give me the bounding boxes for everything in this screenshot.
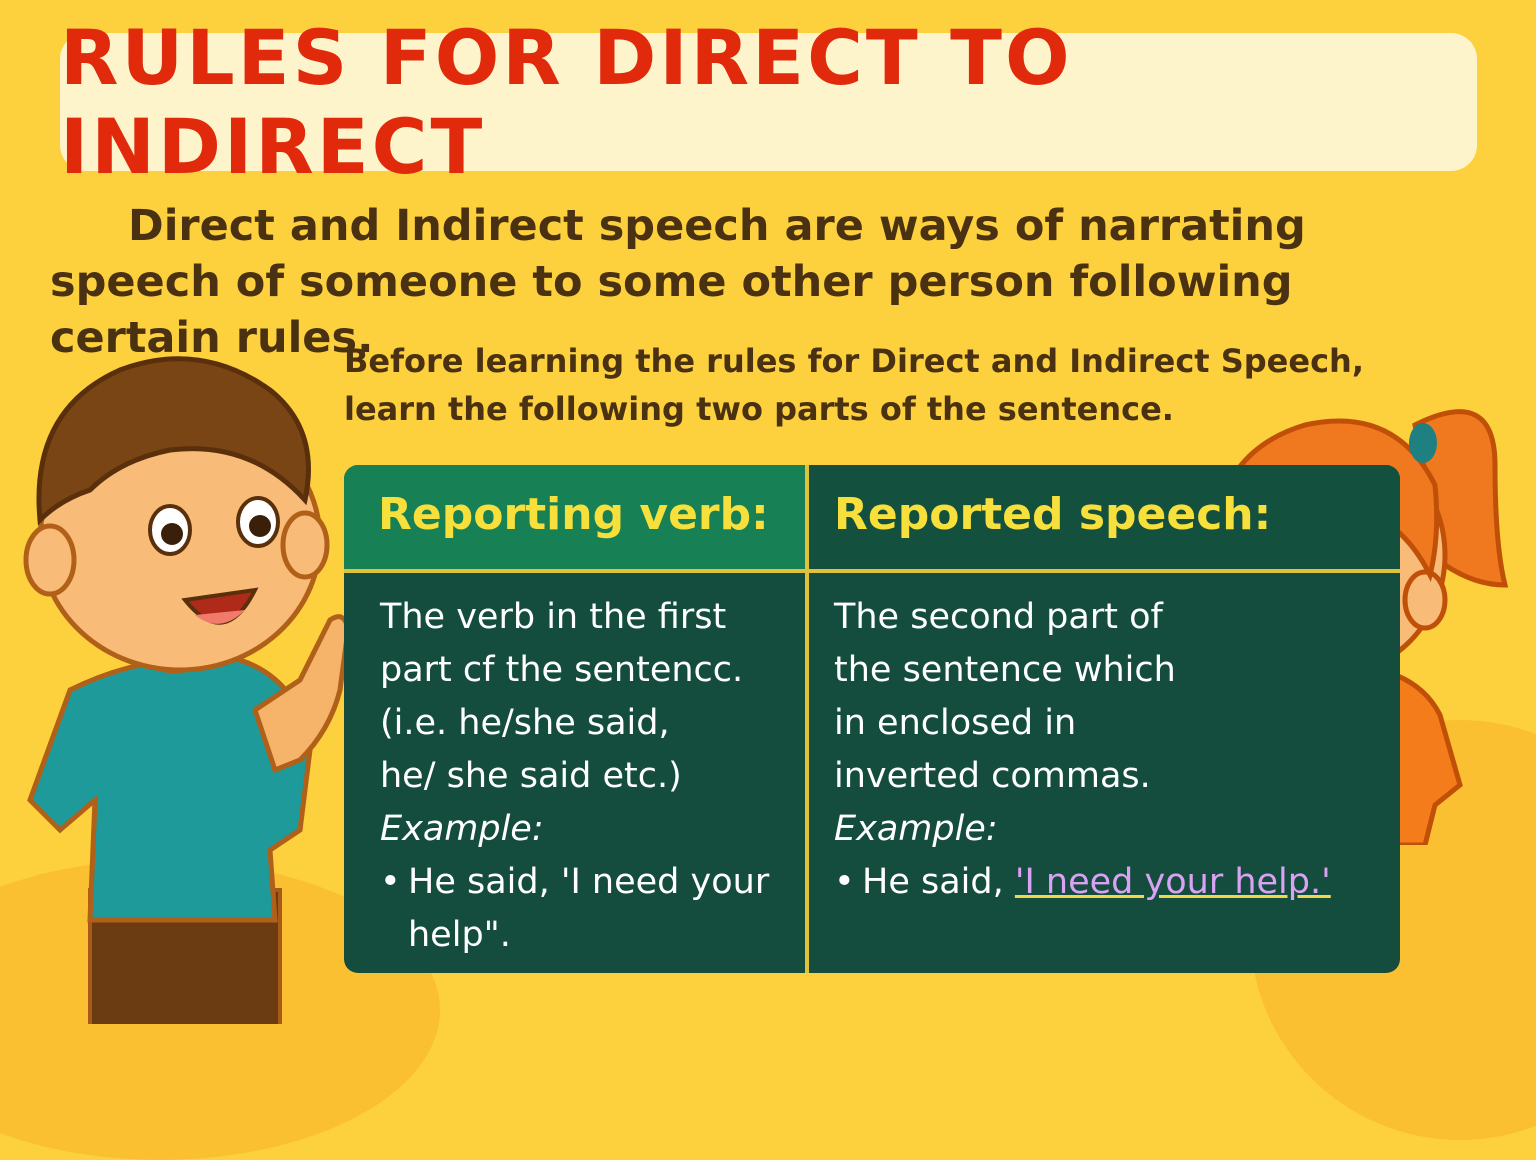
definition-line: The second part of xyxy=(834,597,1163,637)
definition-line: inverted commas. xyxy=(834,756,1151,796)
bullet-icon: • xyxy=(380,862,401,902)
example-prefix: He said, xyxy=(862,862,1015,902)
title-banner: RULES FOR DIRECT TO INDIRECT xyxy=(60,13,1477,191)
divider xyxy=(805,465,809,973)
example-text: He said, 'I need your help". xyxy=(408,856,769,962)
bullet-icon: • xyxy=(834,862,855,902)
reported-speech-header: Reported speech: xyxy=(834,489,1272,540)
definition-line: (i.e. he/she said, xyxy=(380,703,670,743)
example-text: He said, 'I need your help.' xyxy=(862,856,1331,909)
reported-speech-highlight: 'I need your help.' xyxy=(1014,862,1331,902)
intro-text: Direct and Indirect speech are ways of n… xyxy=(50,201,1306,363)
comparison-table: Reporting verb: Reported speech: The ver… xyxy=(344,465,1400,973)
divider xyxy=(344,569,1400,573)
subintro-text: Before learning the rules for Direct and… xyxy=(344,342,1364,428)
page-title: RULES FOR DIRECT TO INDIRECT xyxy=(60,13,1073,191)
example-label: Example: xyxy=(380,809,544,849)
example-line: He said, 'I need your xyxy=(408,862,770,902)
reported-speech-cell: The second part of the sentence which in… xyxy=(834,591,1394,909)
definition-line: The verb in the first xyxy=(380,597,727,637)
definition-line: he/ she said etc.) xyxy=(380,756,682,796)
boy-illustration xyxy=(23,356,351,1024)
reporting-verb-cell: The verb in the first part cf the senten… xyxy=(380,591,800,962)
header-left-bg xyxy=(344,465,805,569)
example-label: Example: xyxy=(834,809,998,849)
definition-line: part cf the sentencc. xyxy=(380,650,744,690)
header-right-bg xyxy=(810,465,1400,569)
definition-line: in enclosed in xyxy=(834,703,1077,743)
example-bullet: • He said, 'I need your help.' xyxy=(834,856,1394,909)
example-bullet: • He said, 'I need your help". xyxy=(380,856,800,962)
reporting-verb-header: Reporting verb: xyxy=(378,489,769,540)
definition-line: the sentence which xyxy=(834,650,1176,690)
example-line: help". xyxy=(408,915,511,955)
